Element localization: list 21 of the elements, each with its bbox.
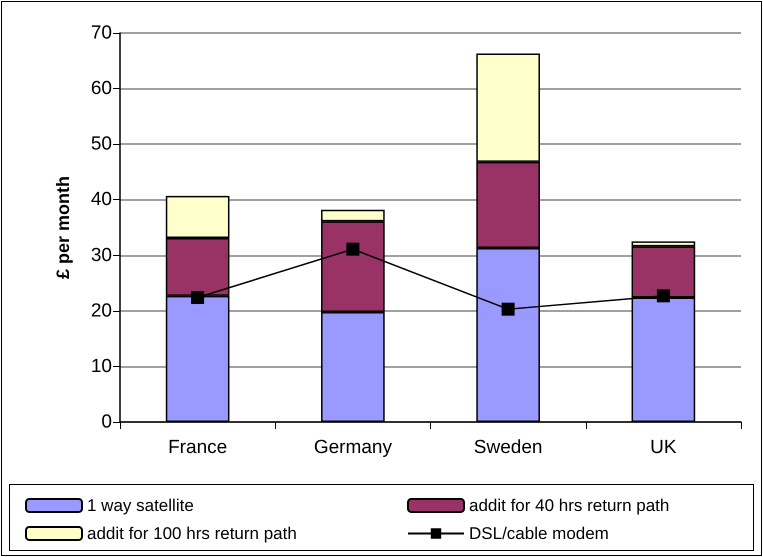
legend-label: addit for 40 hrs return path — [469, 496, 670, 515]
y-tick-label: 0 — [101, 412, 112, 432]
y-tick-label: 20 — [90, 300, 112, 322]
point — [656, 289, 670, 302]
point — [502, 302, 515, 316]
x-tick-label: UK — [650, 437, 677, 458]
y-tick-label: 10 — [90, 356, 112, 377]
legend-label: DSL/cable modem — [469, 524, 609, 543]
y-tick-label: 70 — [90, 22, 112, 44]
x-tick-label: Germany — [314, 437, 392, 458]
y-tick-label: 30 — [90, 244, 112, 266]
y-tick-label: 60 — [90, 78, 112, 100]
legend-label: addit for 100 hrs return path — [87, 524, 297, 543]
x-tick-label: France — [168, 437, 228, 458]
y-tick-label: 40 — [90, 189, 112, 210]
y-axis-title: £ per month — [53, 176, 73, 280]
x-tick-label: Sweden — [474, 437, 542, 458]
point — [191, 291, 204, 304]
point — [346, 242, 360, 256]
legend-label: 1 way satellite — [87, 496, 194, 515]
y-tick-label: 50 — [90, 134, 112, 155]
